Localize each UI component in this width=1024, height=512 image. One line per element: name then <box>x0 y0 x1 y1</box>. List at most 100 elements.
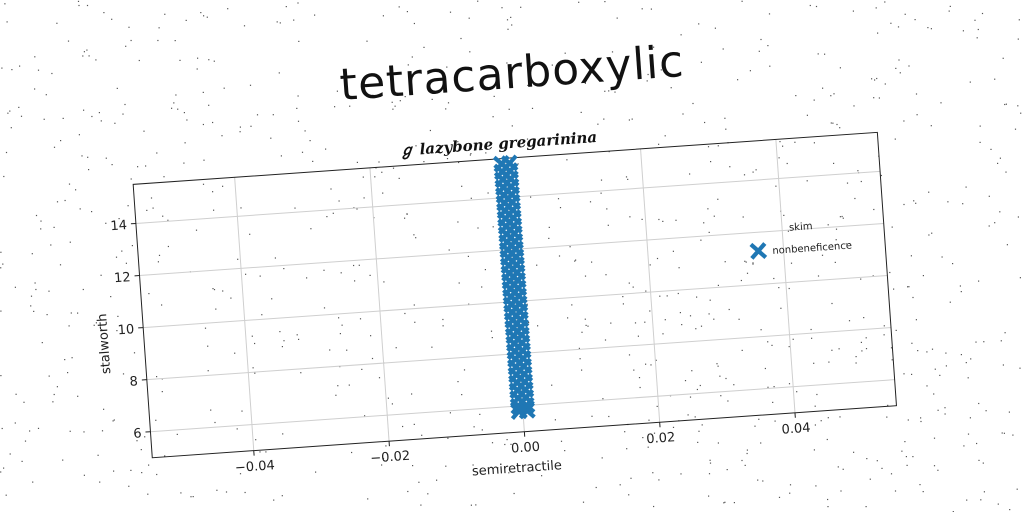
noise-speck <box>581 369 583 371</box>
noise-speck <box>790 262 793 264</box>
noise-speck <box>301 151 304 153</box>
noise-speck <box>326 216 328 218</box>
noise-speck <box>111 164 113 166</box>
noise-speck <box>624 431 626 433</box>
noise-speck <box>646 80 648 82</box>
noise-speck <box>184 142 186 144</box>
noise-speck <box>192 496 194 498</box>
noise-speck <box>689 315 692 317</box>
noise-speck <box>884 83 886 85</box>
noise-speck <box>93 324 95 326</box>
noise-speck <box>1020 112 1022 114</box>
noise-speck <box>250 125 252 127</box>
noise-speck <box>297 120 300 122</box>
noise-speck <box>978 402 980 405</box>
noise-speck <box>1000 340 1002 342</box>
noise-speck <box>775 185 777 187</box>
noise-speck <box>468 303 470 305</box>
noise-speck <box>917 350 919 352</box>
noise-speck <box>1012 434 1014 436</box>
noise-speck <box>647 73 649 76</box>
noise-speck <box>915 319 917 321</box>
noise-speck <box>15 393 17 395</box>
noise-speck <box>778 157 780 159</box>
noise-speck <box>372 94 374 96</box>
noise-speck <box>653 505 655 508</box>
noise-speck <box>903 120 905 122</box>
noise-speck <box>445 465 447 467</box>
noise-speck <box>548 237 550 239</box>
noise-speck <box>517 163 519 165</box>
noise-speck <box>410 93 413 95</box>
noise-speck <box>937 469 939 471</box>
noise-speck <box>492 226 494 228</box>
noise-speck <box>852 10 854 12</box>
noise-speck <box>183 112 185 114</box>
noise-speck <box>179 59 181 61</box>
noise-speck <box>485 152 487 154</box>
noise-speck <box>778 496 781 498</box>
noise-speck <box>14 286 16 288</box>
noise-speck <box>826 438 828 441</box>
noise-speck <box>817 275 820 277</box>
noise-speck <box>945 352 947 354</box>
noise-speck <box>1004 103 1006 106</box>
y-tick-label: 6 <box>133 426 142 442</box>
noise-speck <box>282 433 284 435</box>
noise-speck <box>309 140 311 142</box>
noise-speck <box>760 38 762 41</box>
noise-speck <box>67 372 69 374</box>
noise-speck <box>846 182 849 184</box>
noise-speck <box>744 260 746 262</box>
noise-speck <box>225 491 228 493</box>
noise-speck <box>608 415 610 418</box>
noise-speck <box>860 341 862 343</box>
noise-speck <box>185 19 187 21</box>
noise-speck <box>251 335 253 337</box>
noise-speck <box>816 393 818 396</box>
noise-speck <box>978 459 980 461</box>
noise-speck <box>767 341 769 343</box>
noise-speck <box>875 7 877 9</box>
noise-speck <box>717 145 719 147</box>
noise-speck <box>130 39 132 42</box>
noise-speck <box>678 267 680 269</box>
noise-speck <box>724 261 726 263</box>
noise-speck <box>708 231 710 233</box>
noise-speck <box>969 417 971 419</box>
noise-speck <box>56 201 59 203</box>
noise-speck <box>839 216 841 218</box>
noise-speck <box>675 219 677 221</box>
noise-speck <box>746 449 748 451</box>
noise-speck <box>827 506 829 508</box>
noise-speck <box>928 234 930 236</box>
noise-speck <box>699 384 701 387</box>
noise-speck <box>481 286 483 288</box>
noise-speck <box>475 504 477 506</box>
noise-speck <box>484 269 486 271</box>
noise-speck <box>641 218 643 220</box>
noise-speck <box>196 68 198 70</box>
noise-speck <box>378 161 380 163</box>
noise-speck <box>595 486 597 489</box>
noise-speck <box>5 494 7 496</box>
noise-speck <box>112 420 114 422</box>
noise-speck <box>926 351 928 353</box>
noise-speck <box>680 34 682 36</box>
noise-speck <box>75 189 77 191</box>
noise-speck <box>990 148 992 150</box>
noise-speck <box>469 154 471 156</box>
noise-speck <box>762 480 764 482</box>
noise-speck <box>294 207 296 209</box>
noise-speck <box>412 465 414 467</box>
noise-speck <box>835 228 838 230</box>
noise-speck <box>460 37 462 40</box>
noise-speck <box>222 185 224 187</box>
noise-speck <box>398 177 400 179</box>
noise-speck <box>725 377 727 380</box>
noise-speck <box>820 420 822 422</box>
noise-speck <box>449 11 452 13</box>
noise-speck <box>616 17 618 19</box>
noise-speck <box>745 261 747 263</box>
noise-speck <box>670 87 672 89</box>
